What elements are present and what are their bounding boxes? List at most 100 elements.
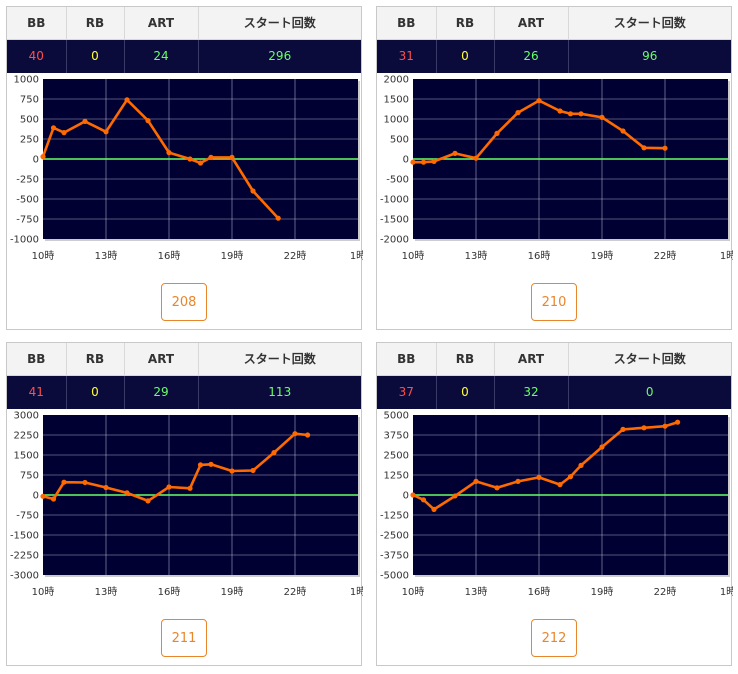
data-point	[40, 493, 46, 499]
data-point	[124, 97, 130, 103]
data-point	[620, 128, 626, 134]
y-tick-label: -3750	[380, 551, 409, 562]
machine-number-button[interactable]: 210	[531, 283, 577, 321]
y-tick-label: 0	[33, 155, 39, 166]
x-tick-label: 16時	[528, 586, 551, 598]
rb-count: 0	[66, 375, 125, 409]
x-tick-label: 19時	[221, 250, 244, 262]
series-line	[42, 432, 308, 503]
x-tick-label: 16時	[158, 586, 181, 598]
y-tick-label: -1000	[10, 235, 39, 246]
x-tick-label: 16時	[528, 250, 551, 262]
y-tick-label: 1500	[384, 95, 409, 106]
start-count: 113	[198, 375, 361, 409]
y-tick-label: -500	[16, 195, 39, 206]
y-tick-label: -3000	[10, 571, 39, 582]
x-tick-label: 19時	[221, 586, 244, 598]
start-count: 96	[568, 39, 731, 73]
data-point	[61, 130, 67, 136]
start-count: 0	[568, 375, 731, 409]
y-tick-label: -250	[16, 175, 39, 186]
series-line	[412, 420, 678, 511]
y-tick-label: -2500	[380, 531, 409, 542]
y-tick-label: 0	[403, 491, 409, 502]
data-point	[578, 462, 584, 468]
y-tick-label: -750	[16, 511, 39, 522]
stats-table: BB RB ART スタート回数 40 0 24 296	[7, 7, 361, 73]
bb-count: 41	[7, 375, 67, 409]
data-point	[494, 130, 500, 136]
y-tick-label: -5000	[380, 571, 409, 582]
data-point	[410, 159, 416, 165]
slump-graph: 5000 3750 2500 1250 0 -1250 -2500 -3750 -5000 10時…	[380, 411, 733, 598]
y-tick-label: -1250	[380, 511, 409, 522]
data-point	[431, 506, 437, 512]
y-tick-label: 250	[20, 135, 39, 146]
x-tick-label: 22時	[284, 250, 307, 262]
header-start: スタート回数	[568, 7, 731, 40]
header-start: スタート回数	[198, 7, 361, 40]
header-rb: RB	[436, 343, 495, 376]
data-point	[662, 423, 668, 429]
data-point	[166, 150, 172, 156]
data-point	[145, 118, 151, 124]
rb-count: 0	[66, 39, 125, 73]
header-start: スタート回数	[198, 343, 361, 376]
data-point	[187, 485, 193, 491]
data-point	[515, 478, 521, 484]
y-tick-label: 0	[33, 491, 39, 502]
y-tick-label: 750	[20, 95, 39, 106]
data-point	[229, 154, 235, 160]
x-tick-label: 19時	[591, 250, 614, 262]
header-art: ART	[494, 7, 569, 40]
y-tick-label: 0	[403, 155, 409, 166]
data-point	[305, 432, 311, 438]
stats-table: BB RB ART スタート回数 41 0 29 113	[7, 343, 361, 409]
bb-count: 31	[377, 39, 437, 73]
header-bb: BB	[7, 7, 67, 40]
header-rb: RB	[66, 343, 125, 376]
header-start: スタート回数	[568, 343, 731, 376]
data-point	[675, 419, 681, 425]
data-point	[40, 154, 46, 160]
data-point	[557, 108, 563, 114]
data-point	[250, 467, 256, 474]
y-tick-label: 2000	[384, 75, 409, 86]
header-art: ART	[124, 7, 199, 40]
data-point	[567, 111, 574, 117]
data-point	[275, 215, 281, 221]
x-tick-label: 10時	[402, 250, 425, 262]
x-tick-label: 22時	[654, 586, 677, 598]
data-point	[557, 482, 563, 488]
data-point	[208, 461, 214, 467]
data-point	[229, 468, 235, 474]
data-point	[292, 431, 298, 437]
slump-graph: 2000 1500 1000 500 0 -500 -1000 -1500 -2000 10時 13…	[380, 75, 733, 262]
data-point	[166, 484, 172, 490]
data-point	[197, 462, 204, 468]
data-point	[187, 156, 193, 162]
data-point	[420, 497, 427, 503]
header-art: ART	[124, 343, 199, 376]
y-tick-label: 1000	[14, 75, 39, 86]
data-point	[473, 478, 479, 484]
data-point	[567, 474, 574, 480]
x-tick-label: 22時	[284, 586, 307, 598]
data-point	[250, 188, 256, 194]
x-tick-label: 1時	[720, 586, 733, 598]
y-tick-label: 1000	[384, 115, 409, 126]
data-point	[61, 479, 67, 485]
header-bb: BB	[377, 343, 437, 376]
data-point	[536, 98, 542, 104]
y-tick-label: 5000	[384, 411, 409, 422]
y-tick-label: -1500	[380, 215, 409, 226]
machine-number-button[interactable]: 208	[161, 283, 207, 321]
data-point	[662, 145, 668, 151]
machine-number-button[interactable]: 212	[531, 619, 577, 657]
x-tick-label: 10時	[32, 586, 55, 598]
y-tick-label: 750	[20, 471, 39, 482]
machine-number-button[interactable]: 211	[161, 619, 207, 657]
x-tick-label: 1時	[720, 250, 733, 262]
data-point	[103, 129, 109, 135]
header-art: ART	[494, 343, 569, 376]
